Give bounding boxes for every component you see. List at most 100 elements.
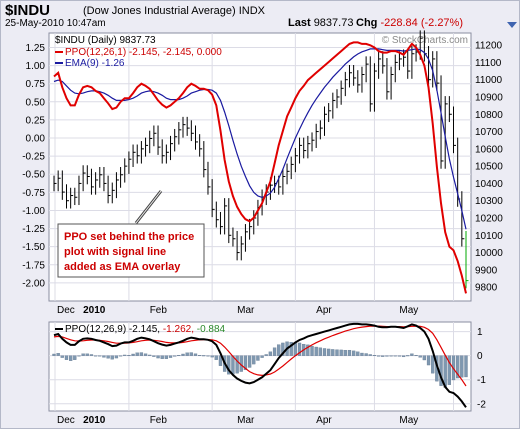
x-tick-label: Mar [237, 415, 255, 426]
histogram-bar [256, 355, 260, 361]
histogram-bar [235, 355, 239, 374]
histogram-bar [335, 349, 339, 356]
right-tick-label: -1 [477, 375, 486, 386]
histogram-bar [431, 355, 435, 374]
right-tick-label: 10400 [475, 179, 503, 190]
histogram-bar [214, 355, 218, 360]
last-label: Last [288, 17, 311, 29]
index-name: (Dow Jones Industrial Average) [83, 5, 236, 17]
histogram-bar [198, 355, 202, 356]
histogram-bar [331, 349, 335, 356]
right-tick-label: 10900 [475, 92, 503, 103]
quote-date: 25-May-2010 10:47am [5, 18, 106, 29]
x-tick-label: Mar [237, 305, 255, 316]
histogram-bar [98, 355, 102, 357]
histogram-bar [356, 351, 360, 356]
down-arrow-icon [507, 22, 517, 28]
last-value: 9837.73 [313, 17, 354, 29]
ppo-line [53, 41, 467, 294]
histogram-bar [314, 346, 318, 356]
histogram-bar [456, 355, 460, 379]
histogram-bar [68, 355, 73, 361]
annotation-box [57, 223, 205, 278]
annotation-text: added as EMA overlay [64, 261, 181, 273]
right-tick-label: 11200 [475, 41, 503, 52]
histogram-bar [114, 355, 119, 359]
chg-label: Chg [356, 17, 378, 29]
right-tick-label: 9900 [475, 265, 498, 276]
histogram-bar [93, 355, 98, 357]
x-tick-label: 2010 [83, 305, 106, 316]
left-tick-label: -0.25 [22, 152, 45, 163]
histogram-bar [372, 355, 377, 356]
histogram-bar [376, 355, 381, 357]
histogram-bar [397, 355, 402, 357]
histogram-bar [193, 353, 198, 356]
x-tick-label: Apr [316, 415, 332, 426]
legend-entry: EMA(9) -1.26 [65, 58, 125, 69]
histogram-bar [260, 355, 264, 358]
histogram-bar [281, 342, 285, 356]
right-tick-label: 11100 [475, 58, 502, 69]
exchange-label: INDX [238, 5, 265, 17]
histogram-bar [118, 355, 123, 357]
right-tick-label: 1 [477, 327, 483, 338]
right-tick-label: 11000 [475, 75, 503, 86]
histogram-bar [306, 344, 310, 356]
histogram-bar [393, 355, 397, 357]
histogram-bar [164, 355, 169, 359]
x-tick-label: Feb [150, 305, 168, 316]
histogram-bar [106, 355, 110, 359]
annotation-text: PPO set behind the price [64, 231, 194, 243]
last-price: Last 9837.73 [288, 17, 353, 29]
histogram-bar [368, 354, 372, 356]
histogram-bar [143, 353, 148, 356]
ppo-plot-area [48, 321, 472, 412]
histogram-bar [185, 352, 189, 356]
histogram-bar [135, 352, 139, 356]
x-tick-label: Feb [150, 415, 168, 426]
right-tick-label: 9800 [475, 283, 498, 294]
chg-value: -228.84 (-2.27%) [380, 17, 463, 29]
histogram-bar [351, 350, 356, 356]
histogram-bar [322, 348, 327, 356]
histogram-bar [85, 353, 89, 356]
left-tick-label: -1.50 [22, 242, 45, 253]
x-tick-label: Dec [57, 415, 75, 426]
histogram-bar [181, 353, 185, 356]
right-tick-label: 10200 [475, 214, 503, 225]
symbol-title: $INDU [5, 2, 51, 19]
histogram-bar [81, 353, 85, 356]
callout-pointer-inner [135, 190, 162, 224]
histogram-bar [339, 349, 343, 356]
histogram-bar [414, 355, 418, 356]
histogram-bar [252, 355, 256, 365]
left-tick-label: 1.25 [26, 43, 46, 54]
right-tick-label: 10800 [475, 110, 503, 121]
histogram-bar [347, 349, 352, 356]
histogram-bar [447, 355, 452, 385]
histogram-bar [160, 355, 164, 359]
left-tick-label: 0.25 [26, 115, 46, 126]
right-tick-label: 0 [477, 351, 483, 362]
histogram-bar [327, 348, 331, 356]
histogram-bar [364, 353, 368, 356]
right-tick-label: 10600 [475, 144, 503, 155]
x-tick-label: 2010 [83, 415, 106, 426]
left-tick-label: -0.75 [22, 188, 45, 199]
histogram-bar [56, 353, 60, 356]
histogram-bar [206, 355, 210, 357]
histogram-bar [102, 355, 106, 358]
histogram-bar [77, 355, 81, 357]
histogram-bar [131, 353, 135, 356]
ppo-lower-line [53, 322, 467, 408]
left-tick-label: 1.00 [26, 61, 46, 72]
histogram-bar [148, 354, 152, 356]
histogram-bar [310, 345, 314, 356]
histogram-bar [318, 347, 322, 356]
histogram-bar [168, 355, 173, 358]
histogram-bar [189, 352, 193, 356]
histogram-bar [177, 355, 181, 356]
ppo-title: PPO(12,26,9) -2.145, -1.262, -0.884 [65, 324, 226, 335]
